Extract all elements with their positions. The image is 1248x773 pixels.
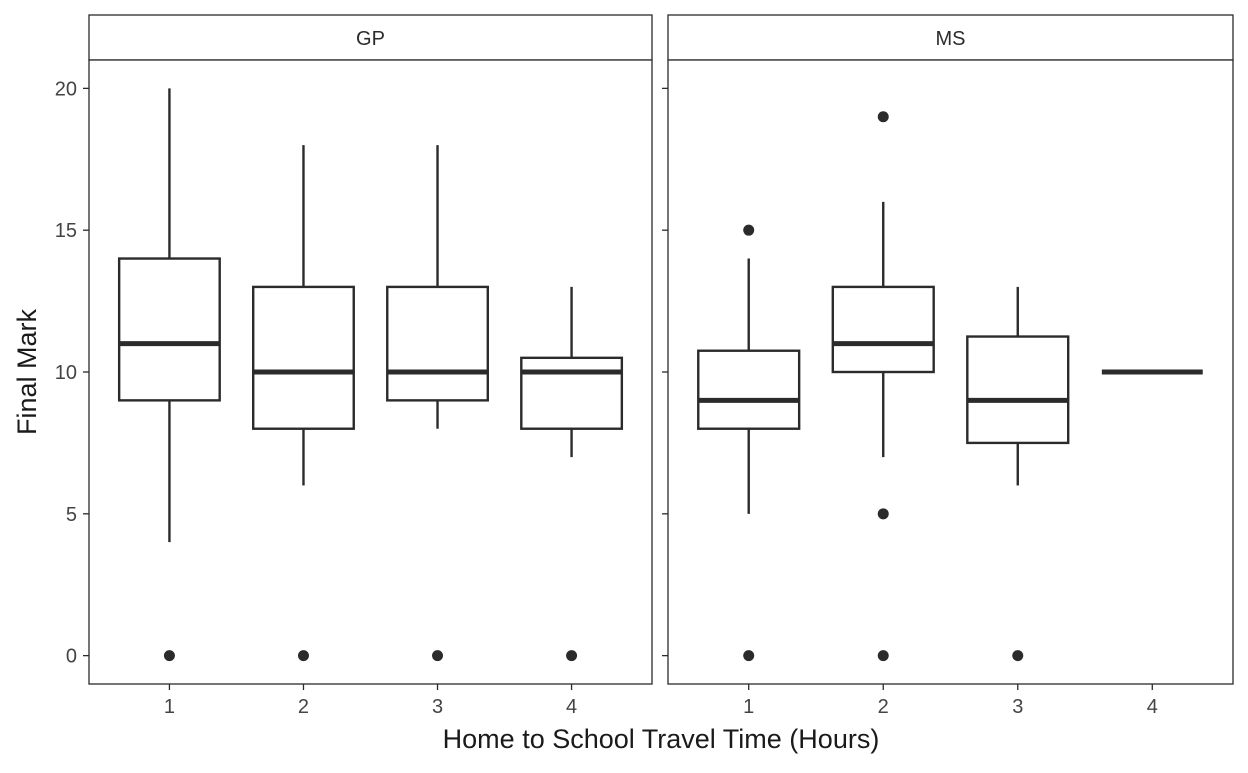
- x-tick-label: 4: [1147, 696, 1158, 718]
- box-gp-4: [520, 286, 624, 662]
- panel-ms: MS 1 2 3 4: [662, 14, 1234, 718]
- y-tick-label: 10: [55, 362, 77, 384]
- box-gp-2: [252, 145, 355, 662]
- facet-strip: [667, 14, 1234, 61]
- box-ms-1: [697, 224, 801, 662]
- box-gp-3: [386, 145, 489, 662]
- facet-label: MS: [936, 28, 966, 50]
- box-body: [117, 257, 221, 402]
- x-tick-label: 4: [566, 696, 577, 718]
- box-body: [966, 335, 1070, 445]
- y-tick-label: 0: [66, 646, 77, 668]
- outlier-point: [743, 650, 755, 662]
- box-body: [252, 285, 355, 430]
- y-axis-title: Final Mark: [12, 308, 42, 435]
- box-body: [831, 285, 935, 374]
- x-tick-label: 3: [1012, 696, 1023, 718]
- facet-label: GP: [356, 28, 385, 50]
- box-body: [697, 349, 801, 430]
- box-ms-3: [966, 286, 1070, 662]
- x-axis-title: Home to School Travel Time (Hours): [443, 724, 880, 754]
- panels-layer: GP 0 5 10 15 20 1 2 3 4 MS 1 2 3 4: [55, 14, 1234, 718]
- outlier-point: [1012, 650, 1024, 662]
- x-tick-label: 3: [432, 696, 443, 718]
- outlier-point: [877, 508, 889, 520]
- outlier-point: [566, 650, 578, 662]
- x-tick-label: 2: [298, 696, 309, 718]
- y-tick-label: 20: [55, 78, 77, 100]
- y-tick-label: 5: [66, 504, 77, 526]
- panel-gp: GP 0 5 10 15 20 1 2 3 4: [55, 14, 653, 718]
- box-body: [520, 356, 624, 430]
- outlier-point: [432, 650, 444, 662]
- outlier-point: [297, 650, 309, 662]
- box-body: [386, 285, 489, 402]
- y-tick-label: 15: [55, 220, 77, 242]
- outlier-point: [877, 111, 889, 123]
- facet-strip: [88, 14, 653, 61]
- x-tick-label: 1: [164, 696, 175, 718]
- box-ms-2: [831, 111, 935, 662]
- outlier-point: [163, 650, 175, 662]
- outlier-point: [877, 650, 889, 662]
- x-tick-label: 1: [743, 696, 754, 718]
- box-gp-1: [117, 88, 221, 662]
- outlier-point: [743, 224, 755, 236]
- x-tick-label: 2: [878, 696, 889, 718]
